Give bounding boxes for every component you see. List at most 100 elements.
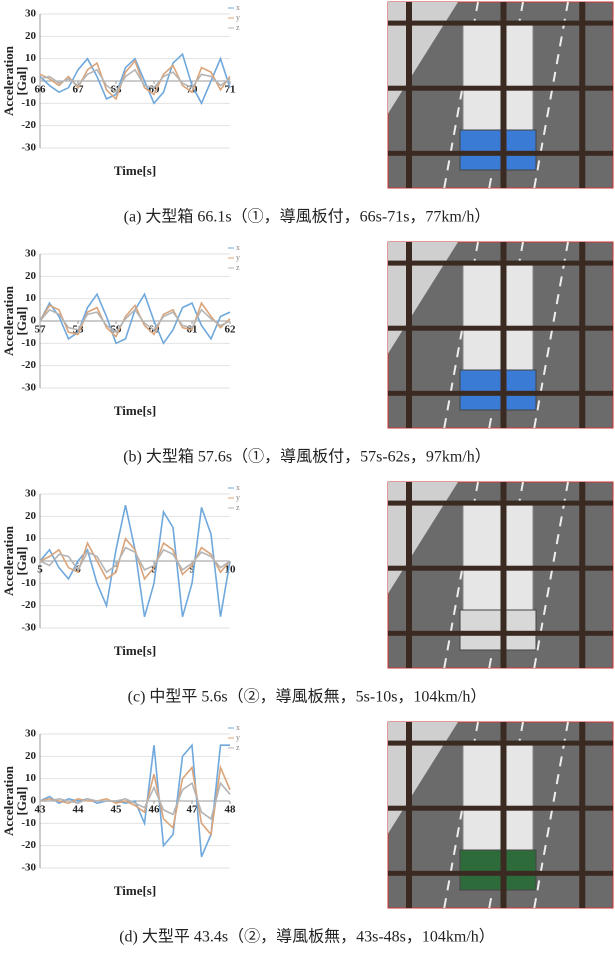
photo-frame-h: [388, 871, 613, 876]
y-axis-label: [Gal]: [14, 67, 29, 96]
y-tick-label: 10: [25, 772, 37, 784]
x-tick-label: 43: [35, 804, 47, 816]
y-tick-label: 30: [25, 8, 37, 20]
legend-label: z: [236, 263, 240, 272]
photo: [388, 2, 613, 188]
y-tick-label: -30: [21, 862, 36, 874]
photo-frame-h: [388, 741, 613, 746]
line-series: [40, 303, 230, 337]
y-tick-label: -30: [21, 622, 36, 634]
photo-frame-v: [579, 722, 585, 908]
legend-label: x: [236, 483, 240, 492]
photo-frame-h: [388, 806, 613, 811]
figure: 3020100-10-20-30666768697071xyzTime[s]Ac…: [0, 0, 615, 953]
y-tick-label: 10: [25, 292, 37, 304]
legend-label: y: [236, 253, 240, 262]
legend-label: x: [236, 243, 240, 252]
photo-frame-h: [388, 151, 613, 156]
y-tick-label: 30: [25, 728, 37, 740]
photo-frame-v: [579, 2, 585, 188]
x-tick-label: 46: [149, 804, 161, 816]
y-tick-label: -30: [21, 382, 36, 394]
photo-frame-v: [406, 2, 412, 188]
legend-label: y: [236, 493, 240, 502]
caption: (a) 大型箱 66.1s（①，導風板付，66s-71s，77km/h）: [124, 207, 491, 226]
y-tick-label: -10: [21, 97, 36, 109]
legend-label: x: [236, 3, 240, 12]
photo-frame-v: [579, 242, 585, 428]
x-tick-label: 45: [111, 804, 123, 816]
photo-truck-body: [463, 22, 533, 132]
photo: [388, 722, 613, 908]
y-tick-label: -30: [21, 142, 36, 154]
photo-truck-cab: [460, 850, 536, 890]
photo-truck-body: [463, 502, 533, 612]
legend-label: y: [236, 13, 240, 22]
legend-label: z: [236, 23, 240, 32]
photo-frame-h: [388, 326, 613, 331]
photo-frame-h: [388, 501, 613, 506]
photo: [388, 482, 613, 668]
photo-truck-cab: [460, 610, 536, 650]
photo-frame-v: [501, 722, 507, 908]
caption: (b) 大型箱 57.6s（①，導風板付，57s-62s，97km/h）: [123, 447, 491, 466]
photo-truck-cab: [460, 370, 536, 410]
x-axis-label: Time[s]: [114, 643, 156, 658]
photo-frame-v: [501, 242, 507, 428]
line-series: [40, 294, 230, 343]
y-tick-label: 0: [31, 555, 37, 567]
y-tick-label: 20: [25, 750, 37, 762]
caption: (c) 中型平 5.6s（②，導風板無，5s-10s，104km/h）: [128, 687, 487, 706]
x-axis-label: Time[s]: [114, 403, 156, 418]
photo-frame-h: [388, 261, 613, 266]
legend-label: z: [236, 743, 240, 752]
x-axis-label: Time[s]: [114, 163, 156, 178]
y-tick-label: -20: [21, 119, 36, 131]
x-tick-label: 5: [37, 564, 43, 576]
photo-frame-v: [501, 482, 507, 668]
photo-frame-h: [388, 21, 613, 26]
y-tick-label: -20: [21, 359, 36, 371]
photo-frame-h: [388, 631, 613, 636]
x-axis-label: Time[s]: [114, 883, 156, 898]
y-tick-label: 10: [25, 52, 37, 64]
line-series: [40, 539, 230, 579]
photo-truck-body: [463, 742, 533, 852]
y-tick-label: -10: [21, 577, 36, 589]
y-tick-label: 30: [25, 488, 37, 500]
y-tick-label: 20: [25, 30, 37, 42]
line-series: [40, 61, 230, 99]
photo-frame-v: [406, 722, 412, 908]
legend-label: z: [236, 503, 240, 512]
y-tick-label: -10: [21, 817, 36, 829]
page: 3020100-10-20-30666768697071xyzTime[s]Ac…: [0, 0, 615, 953]
y-tick-label: 20: [25, 270, 37, 282]
photo-frame-v: [406, 242, 412, 428]
y-tick-label: -20: [21, 839, 36, 851]
photo-truck-body: [463, 262, 533, 372]
legend-label: x: [236, 723, 240, 732]
x-tick-label: 66: [35, 84, 47, 96]
photo-frame-v: [579, 482, 585, 668]
photo-frame-h: [388, 391, 613, 396]
photo-frame-h: [388, 566, 613, 571]
photo: [388, 242, 613, 428]
x-tick-label: 44: [73, 804, 85, 816]
y-tick-label: 20: [25, 510, 37, 522]
x-tick-label: 57: [35, 324, 47, 336]
x-tick-label: 62: [225, 324, 237, 336]
x-tick-label: 47: [187, 804, 199, 816]
photo-frame-v: [501, 2, 507, 188]
photo-truck-cab: [460, 130, 536, 170]
y-tick-label: 30: [25, 248, 37, 260]
x-tick-label: 48: [225, 804, 237, 816]
y-tick-label: 10: [25, 532, 37, 544]
y-axis-label: [Gal]: [14, 547, 29, 576]
caption: (d) 大型平 43.4s（②，導風板無，43s-48s，104km/h）: [119, 927, 495, 946]
y-tick-label: -10: [21, 337, 36, 349]
y-axis-label: [Gal]: [14, 787, 29, 816]
y-tick-label: -20: [21, 599, 36, 611]
photo-frame-h: [388, 86, 613, 91]
y-axis-label: [Gal]: [14, 307, 29, 336]
photo-frame-v: [406, 482, 412, 668]
